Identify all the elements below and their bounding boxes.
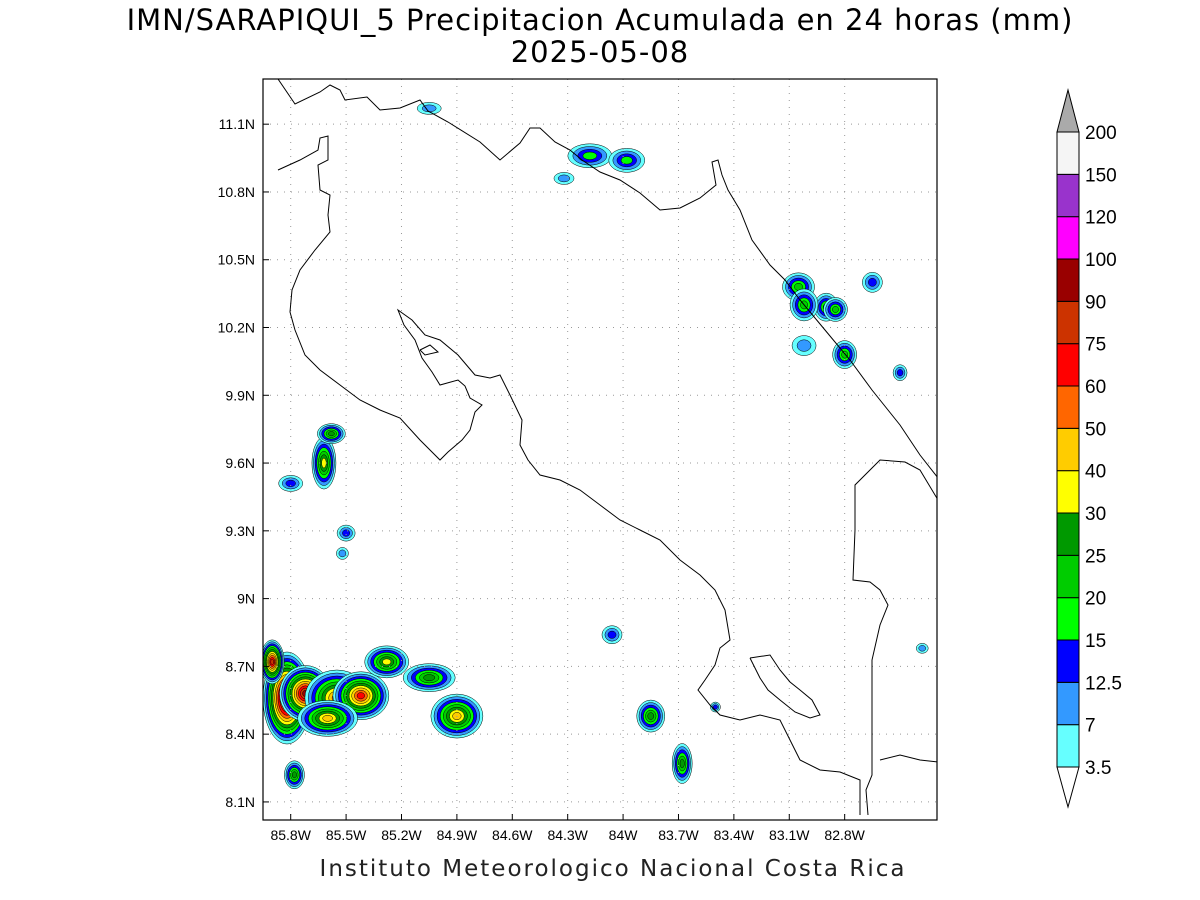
precip-contour [620,156,633,165]
precip-contour [557,174,571,183]
colorbar-swatch [1056,216,1080,260]
lat-label: 10.5N [218,252,255,268]
colorbar-swatch [1056,597,1080,641]
colorbar-label: 40 [1085,462,1106,483]
precip-contour [342,529,351,537]
colorbar-label: 120 [1085,208,1117,229]
precip-contour [291,771,297,779]
gulf-nicoya-island [419,344,440,356]
colorbar-swatch [1056,512,1080,556]
lat-label: 9.6N [225,455,255,471]
lat-label: 8.1N [225,794,255,810]
precip-contour [321,457,327,469]
precip-contour [796,339,812,352]
precip-contour [338,549,347,558]
lon-label: 83.1W [769,827,810,843]
lon-label: 84W [609,827,639,843]
colorbar-label: 30 [1085,504,1106,525]
lat-label: 9N [237,591,255,607]
map-title: IMN/SARAPIQUI_5 Precipitacion Acumulada … [126,3,1074,37]
colorbar-label: 60 [1085,377,1106,398]
lon-label: 85.2W [381,827,422,843]
precip-contour [832,306,839,313]
precip-contour [918,645,926,652]
colorbar-swatch [1056,724,1080,768]
colorbar-swatch [1056,681,1080,726]
map-date: 2025-05-08 [510,35,690,69]
lon-label: 83.4W [714,827,755,843]
colorbar-swatch [1056,258,1080,302]
colorbar-swatch [1056,300,1080,345]
lat-label: 8.4N [225,726,255,742]
colorbar-low-arrow [1056,766,1080,809]
colorbar-label: 15 [1085,631,1106,652]
colorbar-swatch [1056,554,1080,599]
colorbar-label: 200 [1085,123,1117,144]
precip-contour [868,277,877,287]
lat-label: 11.1N [219,116,255,132]
colorbar-swatch [1056,470,1080,514]
colorbar-swatch [1056,131,1080,175]
precip-contour [356,692,365,700]
lon-label: 85.8W [270,827,311,843]
colorbar-high-arrow [1056,88,1080,133]
precip-contour [607,630,617,639]
lon-label: 85.5W [326,827,367,843]
map-gridlines [263,79,937,820]
precip-contour [647,712,655,720]
colorbar-label: 75 [1085,335,1106,356]
colorbar-legend: 3.5 7 12.5 15 20 25 30 40 50 60 75 90 100 120 150 200 [1056,88,1122,809]
coastline-pacific-south [879,754,937,763]
colorbar-label: 3.5 [1085,758,1111,779]
precipitation-field [263,102,929,790]
colorbar-label: 20 [1085,589,1106,610]
lat-label: 10.2N [218,320,255,336]
coastline-pacific-north [277,135,861,815]
colorbar-label: 7 [1085,716,1096,737]
precip-contour [679,758,685,769]
coastline-north [277,79,937,478]
map-axes: 11.1N 10.8N 10.5N 10.2N 9.9N 9.6N 9.3N 9N 8.7N 8.… [218,116,866,843]
footer-credit: Instituto Meteorologico Nacional Costa R… [319,856,907,882]
colorbar-label: 90 [1085,292,1106,313]
precip-contour [322,715,333,722]
lon-label: 82.8W [824,827,865,843]
colorbar-label: 50 [1085,419,1106,440]
lat-label: 10.8N [218,184,255,200]
colorbar-swatch [1056,385,1080,429]
precip-contour [713,704,718,710]
precip-contour [382,658,392,666]
colorbar-label: 150 [1085,165,1117,186]
coastline-panama [852,459,937,816]
colorbar-swatch [1056,639,1080,683]
lat-label: 8.7N [225,658,255,674]
precip-contour [270,658,274,665]
coastline-osa [749,654,821,719]
precip-contour [423,674,436,682]
colorbar-swatch [1056,173,1080,218]
precip-contour [285,479,296,487]
colorbar-swatch [1056,343,1080,387]
lon-label: 83.7W [658,827,699,843]
lon-label: 84.6W [492,827,533,843]
precip-contour [841,350,849,359]
colorbar-swatch [1056,427,1080,472]
lat-label: 9.3N [225,523,255,539]
colorbar-label: 100 [1085,250,1117,271]
colorbar-label: 12.5 [1085,673,1122,694]
lon-label: 84.3W [547,827,588,843]
coastlines [277,79,937,816]
lat-label: 9.9N [225,387,255,403]
lon-label: 84.9W [437,827,478,843]
colorbar-label: 25 [1085,546,1106,567]
precip-contour [896,369,904,377]
precip-contour [582,151,598,160]
precip-contour [327,431,335,437]
map-frame [262,78,938,821]
